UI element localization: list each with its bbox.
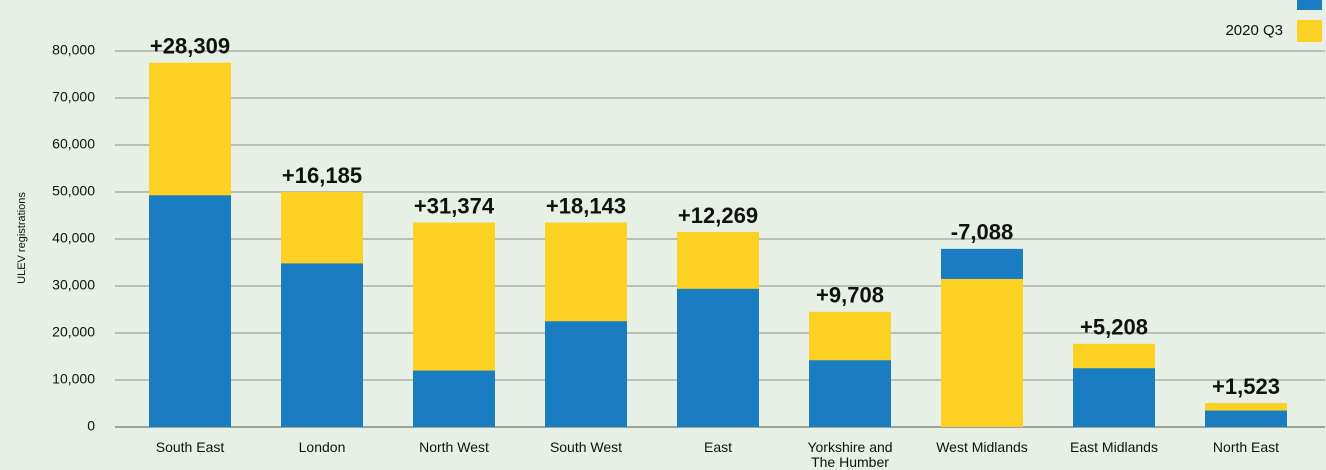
annotation: -7,088 [951,220,1013,245]
x-tick-label: North East [1212,439,1280,455]
y-axis-label: ULEV registrations [16,192,28,284]
legend-label: 2020 Q3 [1225,22,1283,39]
x-tick-label: North West [419,439,489,455]
x-tick-label: London [298,439,346,455]
x-tick-label: East [703,439,732,455]
y-tick-label: 50,000 [52,183,95,199]
annotation: +28,309 [150,34,230,59]
y-tick-label: 60,000 [52,136,95,152]
bar [941,278,1023,427]
bar [1205,410,1287,427]
y-tick-label: 20,000 [52,324,95,340]
y-tick-label: 40,000 [52,230,95,246]
annotation: +9,708 [816,283,884,308]
legend-swatch [1297,20,1322,42]
bar [809,360,891,427]
x-tick-label: West Midlands [936,439,1028,455]
y-tick-label: 30,000 [52,277,95,293]
annotation: +31,374 [414,193,495,218]
bar [149,195,231,427]
y-tick-label: 70,000 [52,89,95,105]
legend-swatch [1297,0,1322,10]
x-tick-label: Yorkshire and The Humber [807,439,893,470]
y-tick-label: 10,000 [52,371,95,387]
x-tick-label: South East [155,439,225,455]
x-tick-label: South West [549,439,623,455]
x-tick-label: East Midlands [1070,439,1158,455]
annotation: +16,185 [282,163,362,188]
annotation: +1,523 [1212,374,1280,399]
annotation: +12,269 [678,203,758,228]
bar [677,288,759,427]
bar [545,321,627,427]
bar [1073,368,1155,427]
annotation: +18,143 [546,193,626,218]
bar [281,263,363,427]
annotation: +5,208 [1080,315,1148,340]
bar [413,370,495,427]
y-tick-label: 0 [87,418,95,434]
y-tick-label: 80,000 [52,42,95,58]
